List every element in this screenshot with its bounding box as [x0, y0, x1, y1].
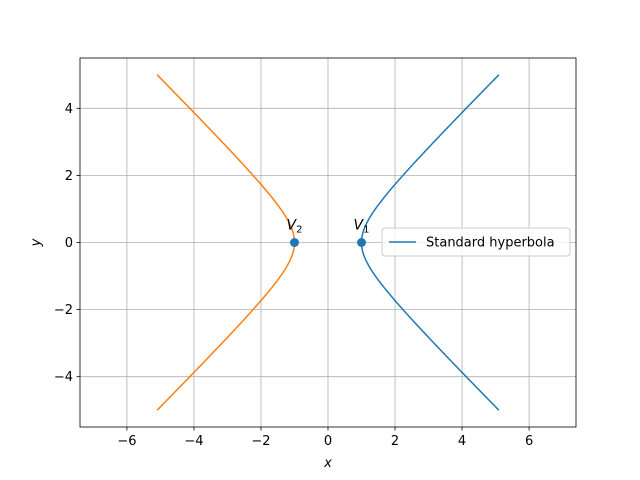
- x-tick-label: 0: [324, 434, 332, 449]
- vertex-points: [289, 238, 367, 247]
- legend: Standard hyperbola: [381, 227, 571, 257]
- legend-frame: [381, 227, 571, 257]
- vertex-marker: [289, 238, 299, 247]
- vertex-label-main: V: [286, 218, 297, 234]
- y-tick-label: 0: [65, 236, 73, 251]
- vertex-label: V1: [354, 218, 370, 236]
- y-tick-label: 4: [65, 102, 73, 117]
- axis-ticks: −6 −4 −2 0 2 4 6 −4 −2 0 2 4: [54, 102, 533, 449]
- x-tick-label: −2: [251, 434, 270, 449]
- vertex-marker: [357, 238, 367, 247]
- x-tick-label: −4: [184, 434, 203, 449]
- x-tick-label: −6: [117, 434, 136, 449]
- vertex-label-main: V: [354, 218, 365, 234]
- legend-entry: Standard hyperbola: [426, 236, 555, 251]
- y-tick-label: 2: [65, 169, 73, 184]
- x-axis-label: x: [323, 456, 332, 471]
- x-tick-label: 4: [458, 434, 466, 449]
- vertex-label: V2: [286, 218, 302, 236]
- vertex-label-subscript: 1: [363, 225, 369, 236]
- y-tick-label: −2: [54, 303, 73, 318]
- x-tick-label: 2: [391, 434, 399, 449]
- y-tick-label: −4: [54, 370, 73, 385]
- vertex-label-subscript: 2: [296, 225, 302, 236]
- x-tick-label: 6: [525, 434, 533, 449]
- y-axis-label: y: [29, 238, 44, 247]
